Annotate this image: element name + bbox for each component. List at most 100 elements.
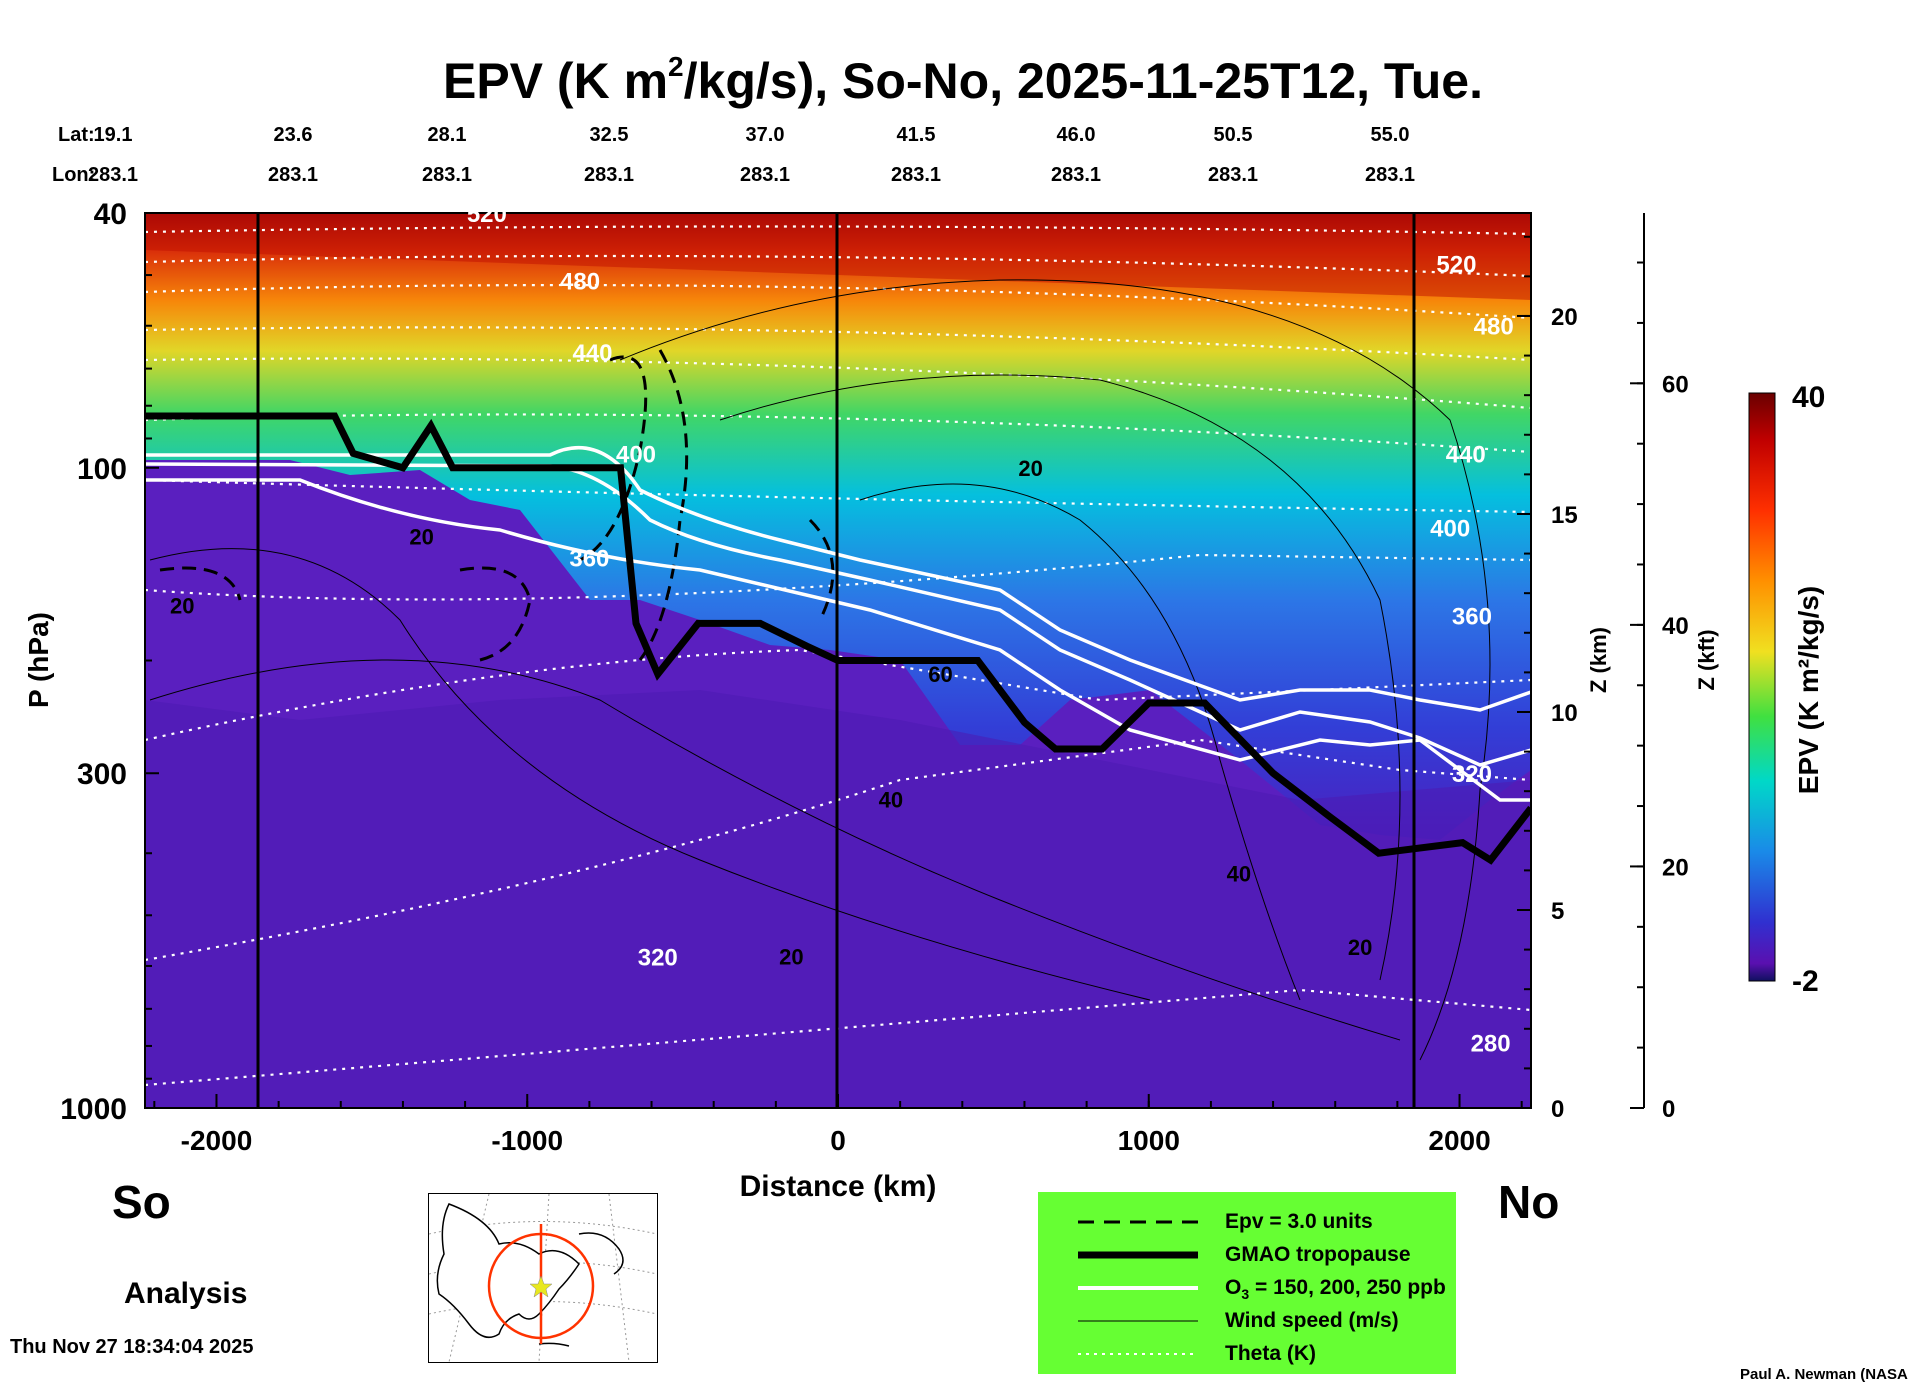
legend: Epv = 3.0 units GMAO tropopause O3 = 150…	[1038, 1192, 1456, 1374]
theta-label: 320	[1452, 761, 1492, 788]
lat-value: 55.0	[1370, 124, 1410, 146]
location-map	[428, 1193, 658, 1363]
x-axis-ticks: -2000 -1000 0 1000 2000	[153, 1094, 1523, 1156]
y-tick-label: 1000	[60, 1093, 127, 1126]
title-prefix: EPV (K m	[442, 53, 669, 109]
z-km-axis-ticks: 0 5 10 15 20	[1517, 235, 1578, 1123]
wind-label: 20	[1348, 935, 1372, 960]
z-kft-axis: 0 20 40 60	[1630, 213, 1689, 1123]
lon-value: 283.1	[1207, 164, 1259, 186]
lon-value: 283.1	[87, 164, 139, 186]
wind-label: 20	[1018, 456, 1042, 481]
x-tick-label: -1000	[491, 1125, 563, 1156]
lon-value: 283.1	[1364, 164, 1416, 186]
z-kft-label: Z (kft)	[1694, 629, 1719, 690]
legend-theta: Theta (K)	[1038, 1342, 1456, 1375]
y-axis-label: P (hPa)	[23, 612, 54, 708]
lon-value: 283.1	[1050, 164, 1102, 186]
lat-value: 19.1	[93, 124, 133, 146]
z-km-tick-label: 15	[1551, 502, 1578, 529]
z-kft-tick-label: 60	[1662, 371, 1689, 398]
theta-label: 320	[638, 945, 678, 972]
legend-ozone-sub: 3	[1241, 1286, 1250, 1303]
x-tick-label: 1000	[1118, 1125, 1180, 1156]
legend-wind-text: Wind speed (m/s)	[1225, 1309, 1399, 1332]
theta-label: 440	[1446, 442, 1486, 469]
lat-value: 23.6	[273, 124, 313, 146]
lon-value: 283.1	[421, 164, 473, 186]
analysis-label: Analysis	[124, 1277, 248, 1310]
theta-label: 480	[560, 269, 600, 296]
lat-value: 32.5	[589, 124, 629, 146]
wind-label: 20	[170, 593, 194, 618]
z-kft-tick-label: 0	[1662, 1096, 1675, 1123]
theta-label: 280	[1471, 1030, 1511, 1057]
colorbar-min: -2	[1792, 965, 1819, 998]
colorbar-max: 40	[1792, 381, 1825, 414]
south-label: So	[112, 1176, 171, 1228]
lon-value: 283.1	[739, 164, 791, 186]
z-km-tick-label: 5	[1551, 898, 1564, 925]
tropopause-line	[145, 412, 1531, 865]
wind-label: 20	[409, 524, 433, 549]
lon-label: Lon:	[52, 164, 96, 186]
z-km-tick-label: 0	[1551, 1096, 1564, 1123]
y-tick-label: 100	[77, 453, 127, 486]
z-km-tick-label: 20	[1551, 304, 1578, 331]
lon-value: 283.1	[890, 164, 942, 186]
lat-label: Lat:	[58, 124, 95, 146]
legend-epv-text: Epv = 3.0 units	[1225, 1210, 1373, 1233]
credit: Paul A. Newman (NASA	[1740, 1366, 1908, 1383]
colorbar-label: EPV (K m²/kg/s)	[1793, 586, 1824, 794]
z-kft-tick-label: 20	[1662, 854, 1689, 881]
title-superscript: 2	[668, 51, 684, 82]
y-axis-ticks: 40 100 300 1000	[60, 198, 159, 1126]
wind-label: 60	[928, 662, 952, 687]
legend-wind: Wind speed (m/s)	[1038, 1309, 1456, 1342]
y-tick-label: 300	[77, 758, 127, 791]
z-kft-tick-label: 40	[1662, 613, 1689, 640]
legend-theta-swatch	[1078, 1353, 1198, 1355]
lon-value: 283.1	[583, 164, 635, 186]
legend-tropopause-swatch	[1078, 1251, 1198, 1259]
wind-label: 40	[879, 788, 903, 813]
theta-label: 440	[572, 340, 612, 367]
colorbar	[1748, 392, 1776, 982]
legend-epv: Epv = 3.0 units	[1038, 1210, 1456, 1243]
theta-label: 520	[1436, 252, 1476, 279]
legend-epv-swatch	[1078, 1220, 1198, 1224]
wind-label: 40	[1227, 861, 1251, 886]
legend-theta-text: Theta (K)	[1225, 1342, 1316, 1365]
theta-label: 400	[616, 442, 656, 469]
north-label: No	[1498, 1176, 1560, 1228]
station-lines	[256, 213, 1416, 1108]
legend-ozone-text: O3 = 150, 200, 250 ppb	[1225, 1276, 1446, 1302]
ozone-contours	[145, 445, 1531, 802]
legend-ozone-prefix: O	[1225, 1276, 1242, 1299]
contour-labels: 520 480 440 400 360 320 280 520 480 440 400 360 320 2…	[170, 201, 1514, 1057]
legend-tropopause: GMAO tropopause	[1038, 1243, 1456, 1276]
x-tick-label: 0	[830, 1125, 846, 1156]
x-axis-label: Distance (km)	[740, 1170, 937, 1203]
lat-value: 37.0	[745, 124, 785, 146]
lon-value: 283.1	[267, 164, 319, 186]
legend-tropopause-text: GMAO tropopause	[1225, 1243, 1411, 1266]
x-tick-label: -2000	[181, 1125, 253, 1156]
theta-label: 520	[467, 201, 507, 228]
z-km-label: Z (km)	[1586, 627, 1611, 693]
y-tick-label: 40	[94, 198, 127, 231]
legend-wind-swatch	[1078, 1320, 1198, 1322]
lat-value: 28.1	[427, 124, 467, 146]
z-km-tick-label: 10	[1551, 700, 1578, 727]
chart-title: EPV (K m2/kg/s), So-No, 2025-11-25T12, T…	[0, 52, 1926, 110]
x-tick-label: 2000	[1428, 1125, 1490, 1156]
legend-ozone: O3 = 150, 200, 250 ppb	[1038, 1276, 1456, 1309]
theta-label: 360	[1452, 603, 1492, 630]
map-image	[429, 1194, 657, 1362]
legend-ozone-swatch	[1078, 1286, 1198, 1290]
lat-value: 46.0	[1056, 124, 1096, 146]
wind-label: 20	[779, 945, 803, 970]
epv-contours	[159, 349, 835, 662]
timestamp: Thu Nov 27 18:34:04 2025	[10, 1336, 254, 1358]
